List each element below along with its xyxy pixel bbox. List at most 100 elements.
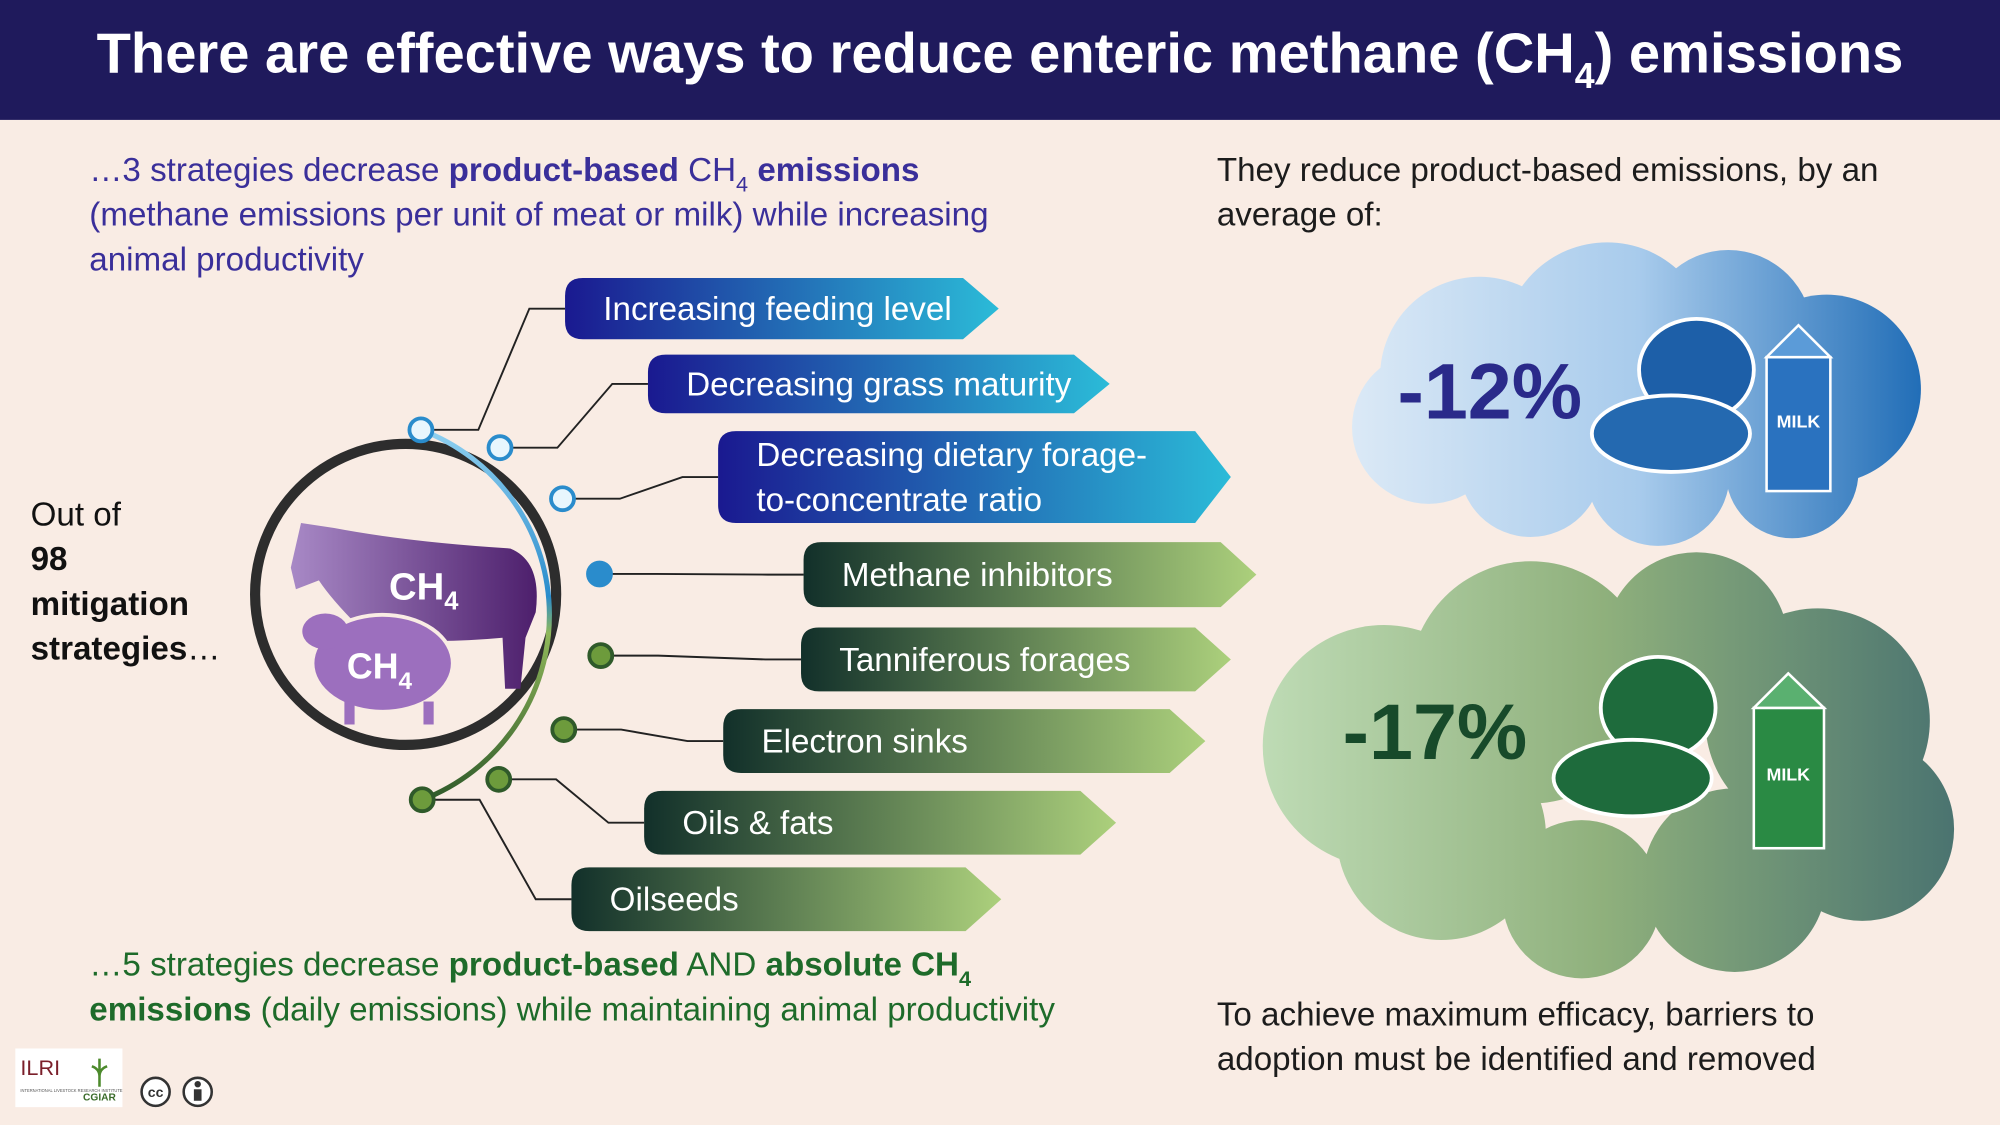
left-line: Out of bbox=[31, 497, 122, 534]
arc-dot bbox=[587, 642, 615, 670]
title-bar bbox=[0, 0, 2000, 120]
cc-icon bbox=[140, 1076, 171, 1108]
note-line: They reduce product-based emissions, by … bbox=[1217, 152, 1879, 189]
note-line: To achieve maximum efficacy, barriers to bbox=[1217, 997, 1815, 1034]
t: CH bbox=[389, 565, 444, 608]
sheep-ch4: CH4 bbox=[347, 647, 413, 695]
sheep-leg bbox=[423, 701, 434, 725]
t: CH bbox=[679, 152, 736, 189]
strategy-banner bbox=[803, 542, 1257, 608]
shape bbox=[1352, 350, 1506, 504]
t: absolute CH bbox=[766, 947, 959, 984]
cloud-bottom bbox=[1262, 552, 1955, 979]
ilri-full: INTERNATIONAL LIVESTOCK RESEARCH INSTITU… bbox=[20, 1088, 122, 1093]
left-line: mitigation bbox=[31, 586, 189, 623]
t: 4 bbox=[959, 966, 971, 991]
by-body bbox=[193, 1089, 202, 1101]
cc-text: cc bbox=[148, 1084, 164, 1100]
connector bbox=[500, 382, 648, 449]
strategy-banner bbox=[723, 709, 1206, 773]
cgiar: CGIAR bbox=[83, 1093, 116, 1104]
note-line: …5 strategies decrease product-based AND… bbox=[89, 947, 971, 991]
clouds: -12% -17% MILK MILK bbox=[1262, 242, 1955, 979]
t: 4 bbox=[736, 171, 748, 196]
strategy-label: Methane inhibitors bbox=[842, 557, 1113, 594]
strategy-label: Tanniferous forages bbox=[839, 642, 1130, 679]
connector bbox=[562, 476, 719, 500]
arc-dot bbox=[485, 765, 513, 793]
banners: Increasing feeding level Decreasing grass… bbox=[407, 278, 1257, 932]
arc bbox=[420, 427, 552, 803]
t: (daily emissions) while maintaining anim… bbox=[251, 991, 1055, 1028]
left-text: Out of 98 mitigation strategies… bbox=[31, 497, 221, 668]
t: emissions bbox=[89, 991, 251, 1028]
left-count: 98 bbox=[31, 541, 68, 578]
t: product-based bbox=[449, 947, 679, 984]
note-line: (methane emissions per unit of meat or m… bbox=[89, 197, 988, 234]
food-icon-top: MILK bbox=[1589, 316, 1834, 493]
t: … bbox=[187, 630, 220, 667]
strategy-label: Decreasing dietary forage- bbox=[756, 437, 1147, 474]
cow bbox=[290, 522, 537, 689]
strategy-banner bbox=[718, 431, 1231, 523]
t: 4 bbox=[399, 668, 413, 695]
connector bbox=[563, 728, 724, 743]
right-note: They reduce product-based emissions, by … bbox=[1217, 152, 1879, 1078]
shape bbox=[1750, 671, 1828, 710]
t: 4 bbox=[444, 588, 459, 616]
strategy-label: Oilseeds bbox=[610, 882, 739, 919]
t: product-based bbox=[449, 152, 679, 189]
note-line: animal productivity bbox=[89, 241, 364, 278]
strategy-banner bbox=[571, 867, 1002, 932]
by-head bbox=[194, 1080, 201, 1088]
connector bbox=[599, 573, 804, 576]
strategy-label: Oils & fats bbox=[682, 805, 833, 842]
logos: ILRI INTERNATIONAL LIVESTOCK RESEARCH IN… bbox=[15, 1048, 214, 1108]
arc-dot bbox=[549, 485, 576, 513]
milk-label: MILK bbox=[1777, 411, 1821, 431]
arc-dot bbox=[408, 786, 436, 814]
shape bbox=[1551, 737, 1714, 819]
strategy-label: Increasing feeding level bbox=[603, 291, 951, 328]
food-icon-bottom: MILK bbox=[1551, 654, 1828, 850]
ilri: ILRI bbox=[20, 1055, 60, 1080]
arc-dot bbox=[586, 560, 613, 588]
connector bbox=[600, 654, 802, 661]
result-top: -12% bbox=[1397, 346, 1582, 435]
note-line: adoption must be identified and removed bbox=[1217, 1041, 1816, 1078]
t: strategies bbox=[31, 630, 188, 667]
cgiar-mark bbox=[91, 1058, 108, 1087]
arc-dot bbox=[486, 434, 514, 462]
cow-ch4: CH4 bbox=[389, 565, 459, 615]
arc-dot bbox=[550, 716, 578, 743]
shape bbox=[1589, 393, 1752, 474]
strategy-banner bbox=[801, 627, 1231, 692]
strategy-banner bbox=[565, 278, 999, 340]
logo-box bbox=[15, 1048, 123, 1108]
result-bottom: -17% bbox=[1343, 687, 1528, 776]
title: There are effective ways to reduce enter… bbox=[97, 22, 1904, 96]
shape bbox=[1336, 730, 1546, 941]
t: AND bbox=[679, 947, 766, 984]
animals: CH4 CH4 bbox=[249, 427, 562, 803]
sheep bbox=[310, 612, 455, 714]
bottom-note: …5 strategies decrease product-based AND… bbox=[89, 947, 1055, 1029]
t: emissions bbox=[748, 152, 919, 189]
strategy-banner bbox=[644, 790, 1117, 855]
note-line: …3 strategies decrease product-based CH4… bbox=[89, 152, 919, 196]
sheep-leg bbox=[344, 701, 355, 725]
title-sub: 4 bbox=[1575, 56, 1595, 96]
connector bbox=[420, 307, 566, 431]
note-line: average of: bbox=[1217, 197, 1383, 234]
t: …5 strategies decrease bbox=[89, 947, 448, 984]
strategy-label: Decreasing grass maturity bbox=[686, 366, 1072, 403]
t: CH bbox=[347, 647, 399, 687]
arc-dot bbox=[407, 416, 435, 444]
connector bbox=[498, 778, 645, 824]
strategy-label: Electron sinks bbox=[761, 724, 967, 761]
title-text: ) emissions bbox=[1595, 22, 1904, 85]
title-text: There are effective ways to reduce enter… bbox=[97, 22, 1575, 85]
milk-label: MILK bbox=[1766, 765, 1810, 785]
